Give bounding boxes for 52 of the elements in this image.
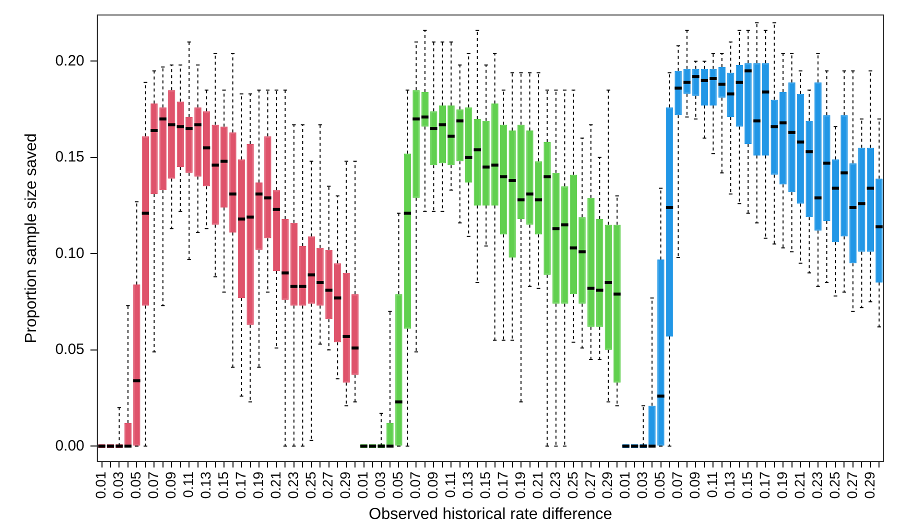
x-tick-label: 0.27: [320, 471, 336, 499]
x-tick-label: 0.23: [808, 471, 825, 499]
x-axis-title: Observed historical rate difference: [368, 506, 612, 523]
x-tick-label: 0.21: [529, 471, 546, 499]
x-tick-label: 0.11: [704, 471, 720, 498]
x-tick-label: 0.01: [92, 471, 109, 499]
x-tick-label: 0.11: [180, 471, 196, 498]
x-tick-label: 0.15: [214, 471, 231, 499]
x-tick-label: 0.05: [390, 471, 406, 499]
x-tick-label: 0.21: [267, 471, 284, 499]
x-tick-label: 0.05: [128, 471, 144, 499]
x-tick-label: 0.29: [599, 471, 616, 499]
x-tick-label: 0.23: [284, 471, 301, 499]
x-tick-label: 0.03: [372, 471, 388, 499]
x-tick-label: 0.01: [616, 471, 633, 499]
y-tick-label: 0.05: [55, 341, 84, 358]
x-tick-label: 0.05: [652, 471, 668, 499]
x-tick-label: 0.19: [774, 471, 790, 499]
x-tick-label: 0.23: [546, 471, 563, 499]
x-tick-label: 0.03: [110, 471, 126, 499]
y-axis-title: Proportion sample size saved: [23, 133, 40, 344]
x-tick-label: 0.27: [844, 471, 860, 499]
x-tick-label: 0.17: [756, 471, 772, 499]
y-tick-label: 0.20: [55, 52, 84, 70]
x-tick-label: 0.19: [512, 471, 528, 499]
x-tick-label: 0.07: [407, 471, 424, 499]
x-tick-label: 0.25: [564, 471, 580, 499]
x-tick-label: 0.13: [722, 471, 738, 499]
x-tick-label: 0.19: [250, 471, 266, 499]
x-tick-label: 0.13: [459, 471, 476, 499]
y-tick-label: 0.10: [55, 244, 84, 262]
x-tick-label: 0.25: [302, 471, 318, 499]
x-tick-label: 0.27: [582, 471, 598, 499]
x-tick-label: 0.25: [826, 471, 842, 499]
x-tick-label: 0.29: [337, 471, 354, 499]
x-tick-label: 0.15: [476, 471, 493, 499]
y-tick-label: 0.15: [55, 148, 84, 166]
x-tick-label: 0.17: [232, 471, 248, 499]
x-tick-label: 0.07: [669, 471, 686, 499]
x-tick-label: 0.09: [424, 471, 441, 499]
x-tick-label: 0.07: [145, 471, 162, 499]
x-tick-label: 0.11: [442, 471, 458, 498]
x-tick-label: 0.21: [791, 471, 808, 499]
x-tick-label: 0.13: [197, 471, 214, 499]
y-tick-label: 0.00: [55, 437, 84, 454]
x-tick-label: 0.17: [494, 471, 510, 499]
x-tick-label: 0.01: [354, 471, 371, 499]
x-tick-label: 0.15: [738, 471, 755, 499]
x-tick-label: 0.29: [861, 471, 878, 499]
x-tick-label: 0.03: [634, 471, 650, 499]
x-tick-label: 0.09: [162, 471, 178, 499]
x-tick-label: 0.09: [686, 471, 703, 499]
